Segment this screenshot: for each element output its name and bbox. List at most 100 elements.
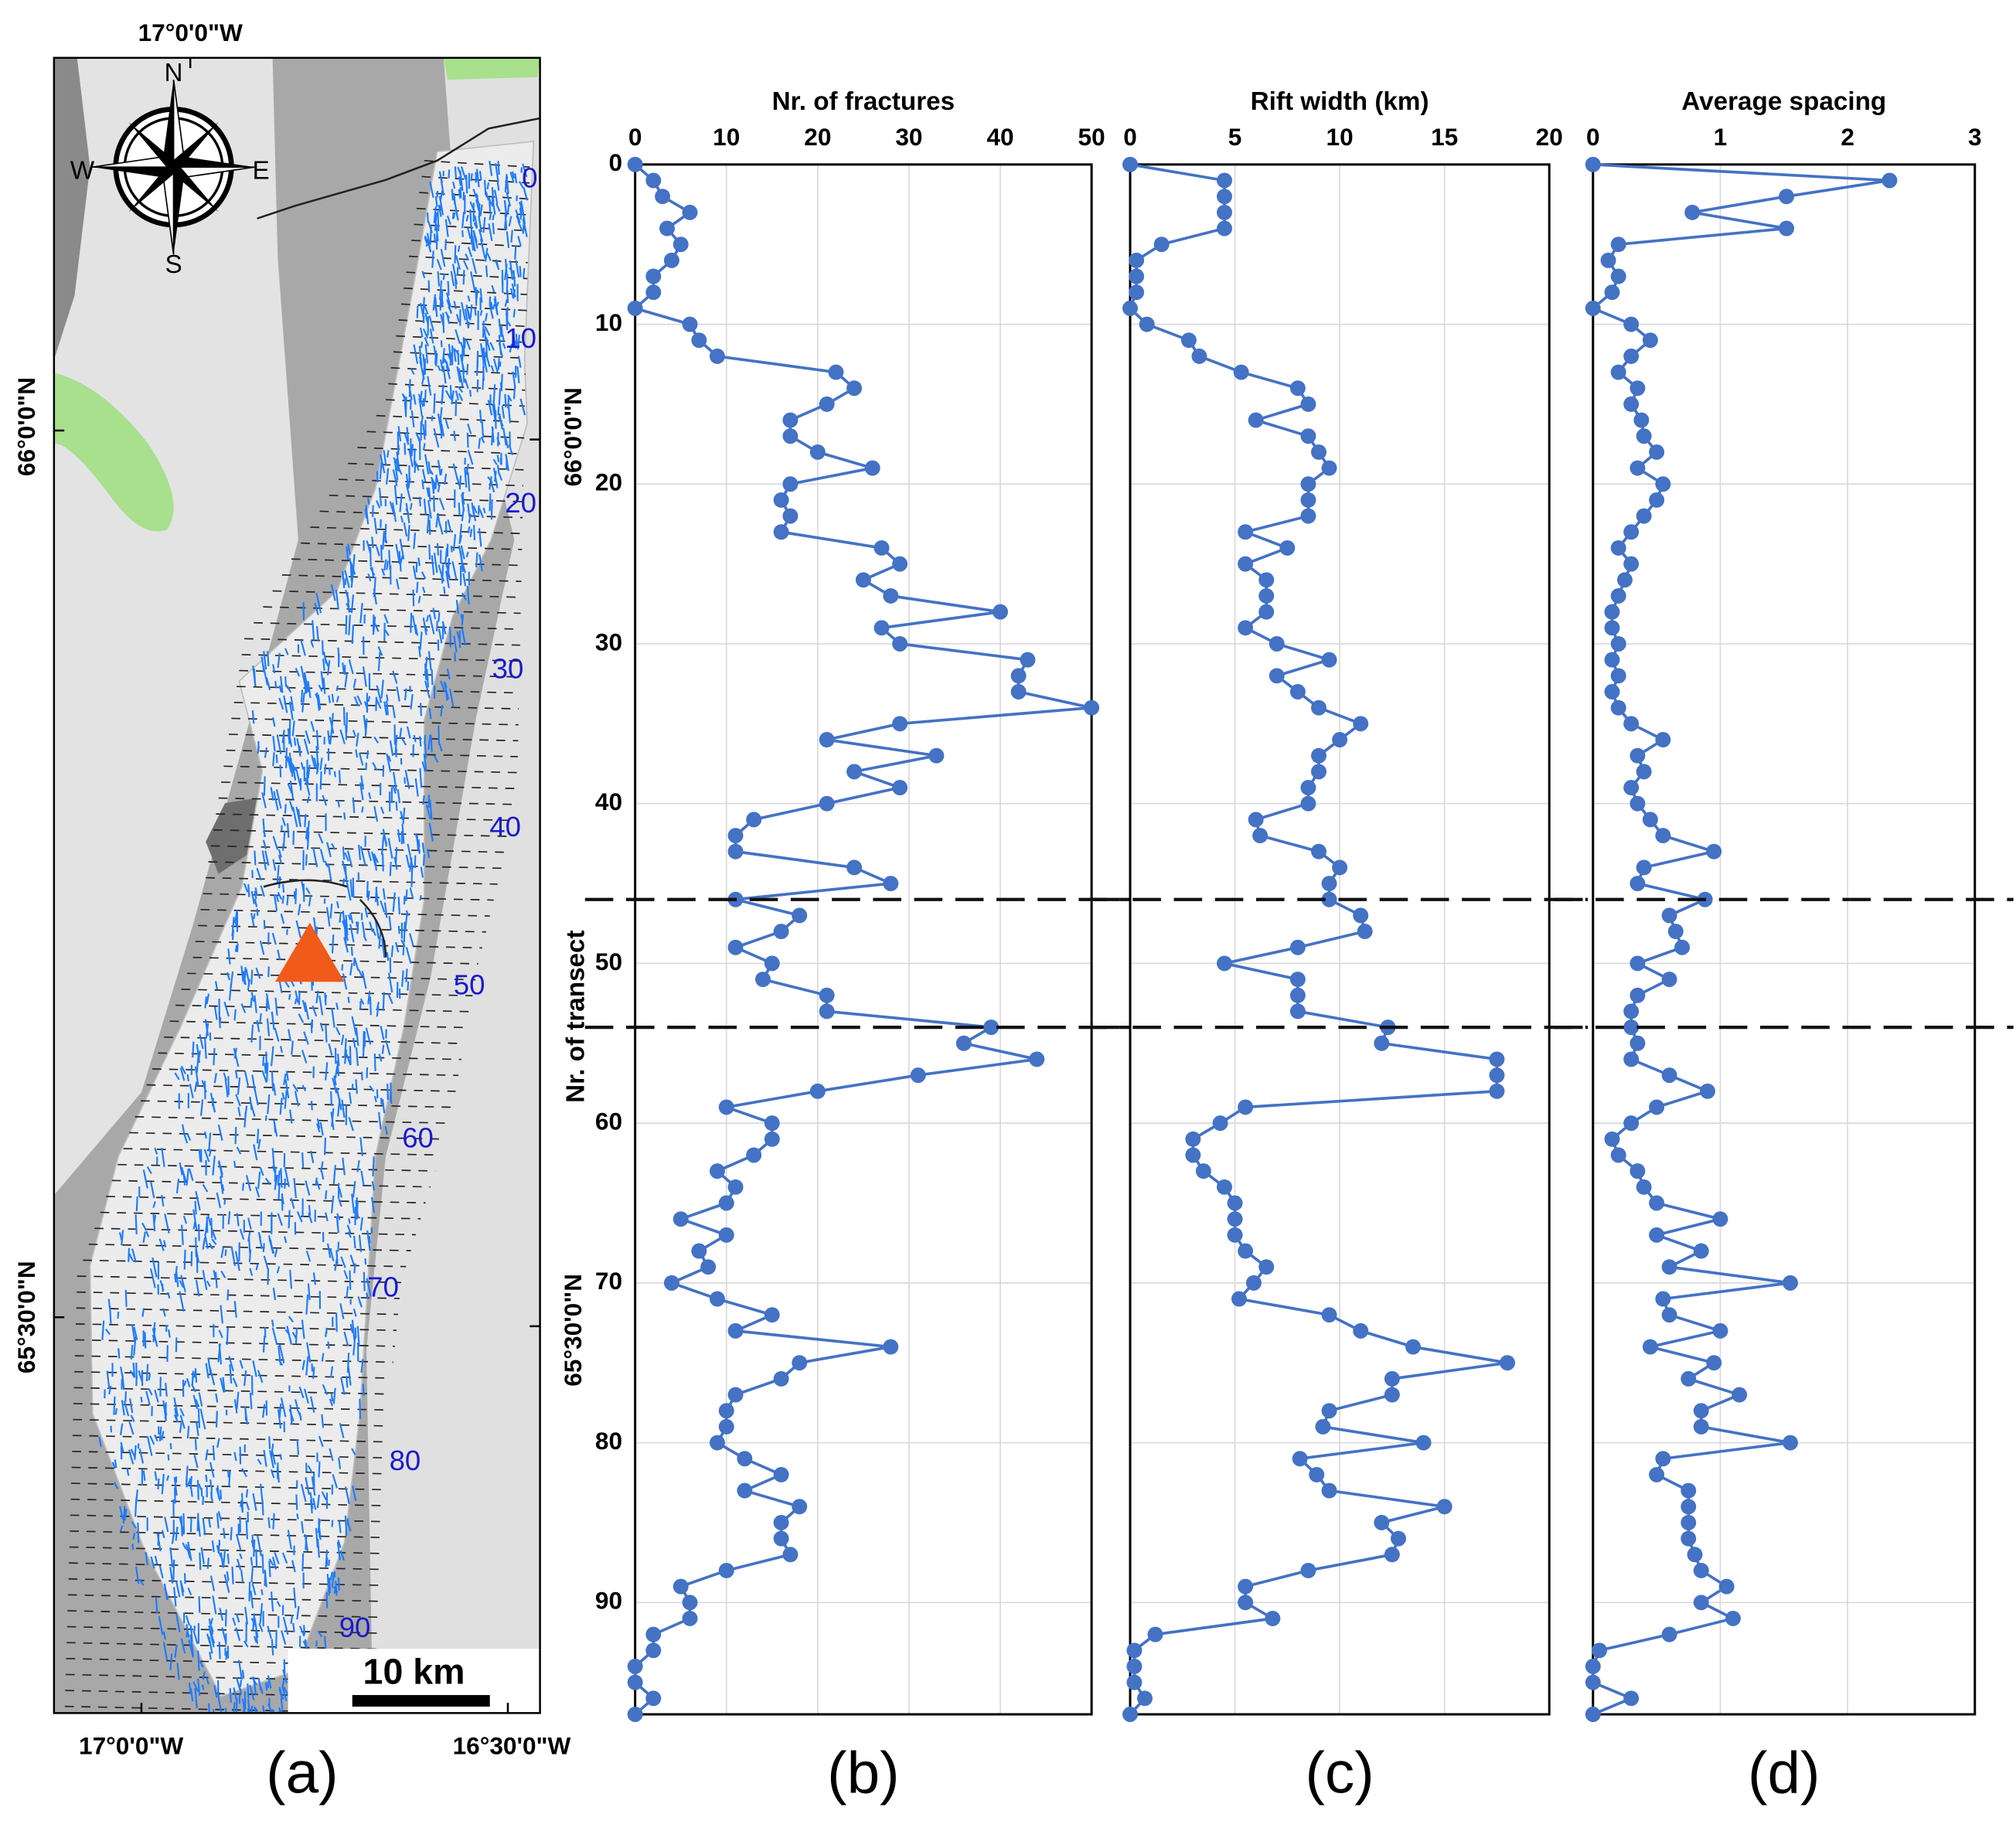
data-point [1300,492,1316,508]
fracture [192,1209,198,1230]
fracture [175,1613,181,1633]
fracture [348,1117,354,1132]
data-point [1384,1370,1400,1387]
fracture [148,1388,153,1396]
fracture [404,433,410,445]
fracture [306,795,310,804]
fracture [319,771,322,790]
fracture [402,807,406,825]
fracture [427,849,431,859]
fracture [334,1066,339,1079]
transect-line [111,1179,431,1188]
data-point [700,1259,717,1275]
fracture [305,687,308,693]
fracture [277,652,281,669]
transect-line [396,335,526,343]
fracture [189,1688,194,1702]
fracture [364,1258,367,1265]
fracture [272,752,275,767]
fracture [517,356,522,368]
fracture [421,571,427,580]
data-point [1636,764,1652,780]
fracture [453,635,458,652]
fracture [494,189,499,204]
fracture [482,320,485,338]
fracture [342,878,346,886]
fracture [152,1328,158,1347]
fracture [279,1454,283,1460]
data-point [983,1019,999,1036]
data-point [1585,1707,1601,1722]
fracture [315,592,322,614]
transect-number: 90 [339,1612,371,1643]
fracture [488,197,492,205]
fracture [458,475,462,490]
fracture [468,513,472,523]
data-point [627,1674,643,1690]
fracture [268,1436,271,1449]
fracture [508,444,513,455]
fracture [298,1013,305,1023]
fracture [453,348,457,362]
fracture [358,845,362,860]
fracture [417,557,421,567]
fracture [247,1708,250,1714]
fracture [305,772,309,785]
fracture [378,1053,383,1062]
data-point [1642,812,1658,828]
fracture [515,260,520,278]
data-point [782,476,799,492]
fracture [274,680,278,689]
fracture [304,1388,309,1404]
fracture [455,400,458,417]
fracture [368,792,372,799]
fracture [513,385,516,400]
fracture [380,568,386,576]
fracture [348,1091,352,1104]
data-point [1300,1562,1316,1578]
fracture [331,1008,335,1028]
fracture [152,1257,158,1278]
fracture [182,1542,187,1550]
fracture [424,337,430,347]
data-point [1623,1051,1640,1067]
fracture [331,693,335,703]
fracture [312,1498,317,1510]
data-point [1238,1595,1254,1611]
fracture [403,522,408,537]
data-point [1604,684,1620,699]
fracture [317,694,322,710]
fracture [404,777,407,784]
fracture [459,535,462,543]
fracture [289,1109,293,1124]
fracture [186,1628,189,1638]
data-point [1610,699,1626,716]
x-tick-label: 0 [628,123,642,151]
fracture [337,1098,341,1117]
fracture [498,342,503,358]
transect-line [424,160,530,168]
fracture [206,1557,210,1569]
fracture [380,839,384,856]
fracture [348,614,351,635]
data-point [993,604,1008,620]
data-point [1655,1291,1671,1307]
data-point [764,1307,780,1323]
fracture [155,1598,158,1614]
fracture [472,505,478,514]
fracture [479,310,483,316]
fracture [451,189,454,201]
fracture [427,487,431,502]
fracture [419,768,423,788]
fracture [254,890,257,900]
fracture [226,1469,230,1478]
data-point [846,764,863,780]
fracture [270,1711,273,1714]
fracture [278,849,282,858]
data-point [819,987,835,1003]
lon-label: 17°0'0"W [79,1732,183,1760]
fracture [519,398,526,416]
fracture [455,314,461,323]
fracture [113,1482,119,1489]
